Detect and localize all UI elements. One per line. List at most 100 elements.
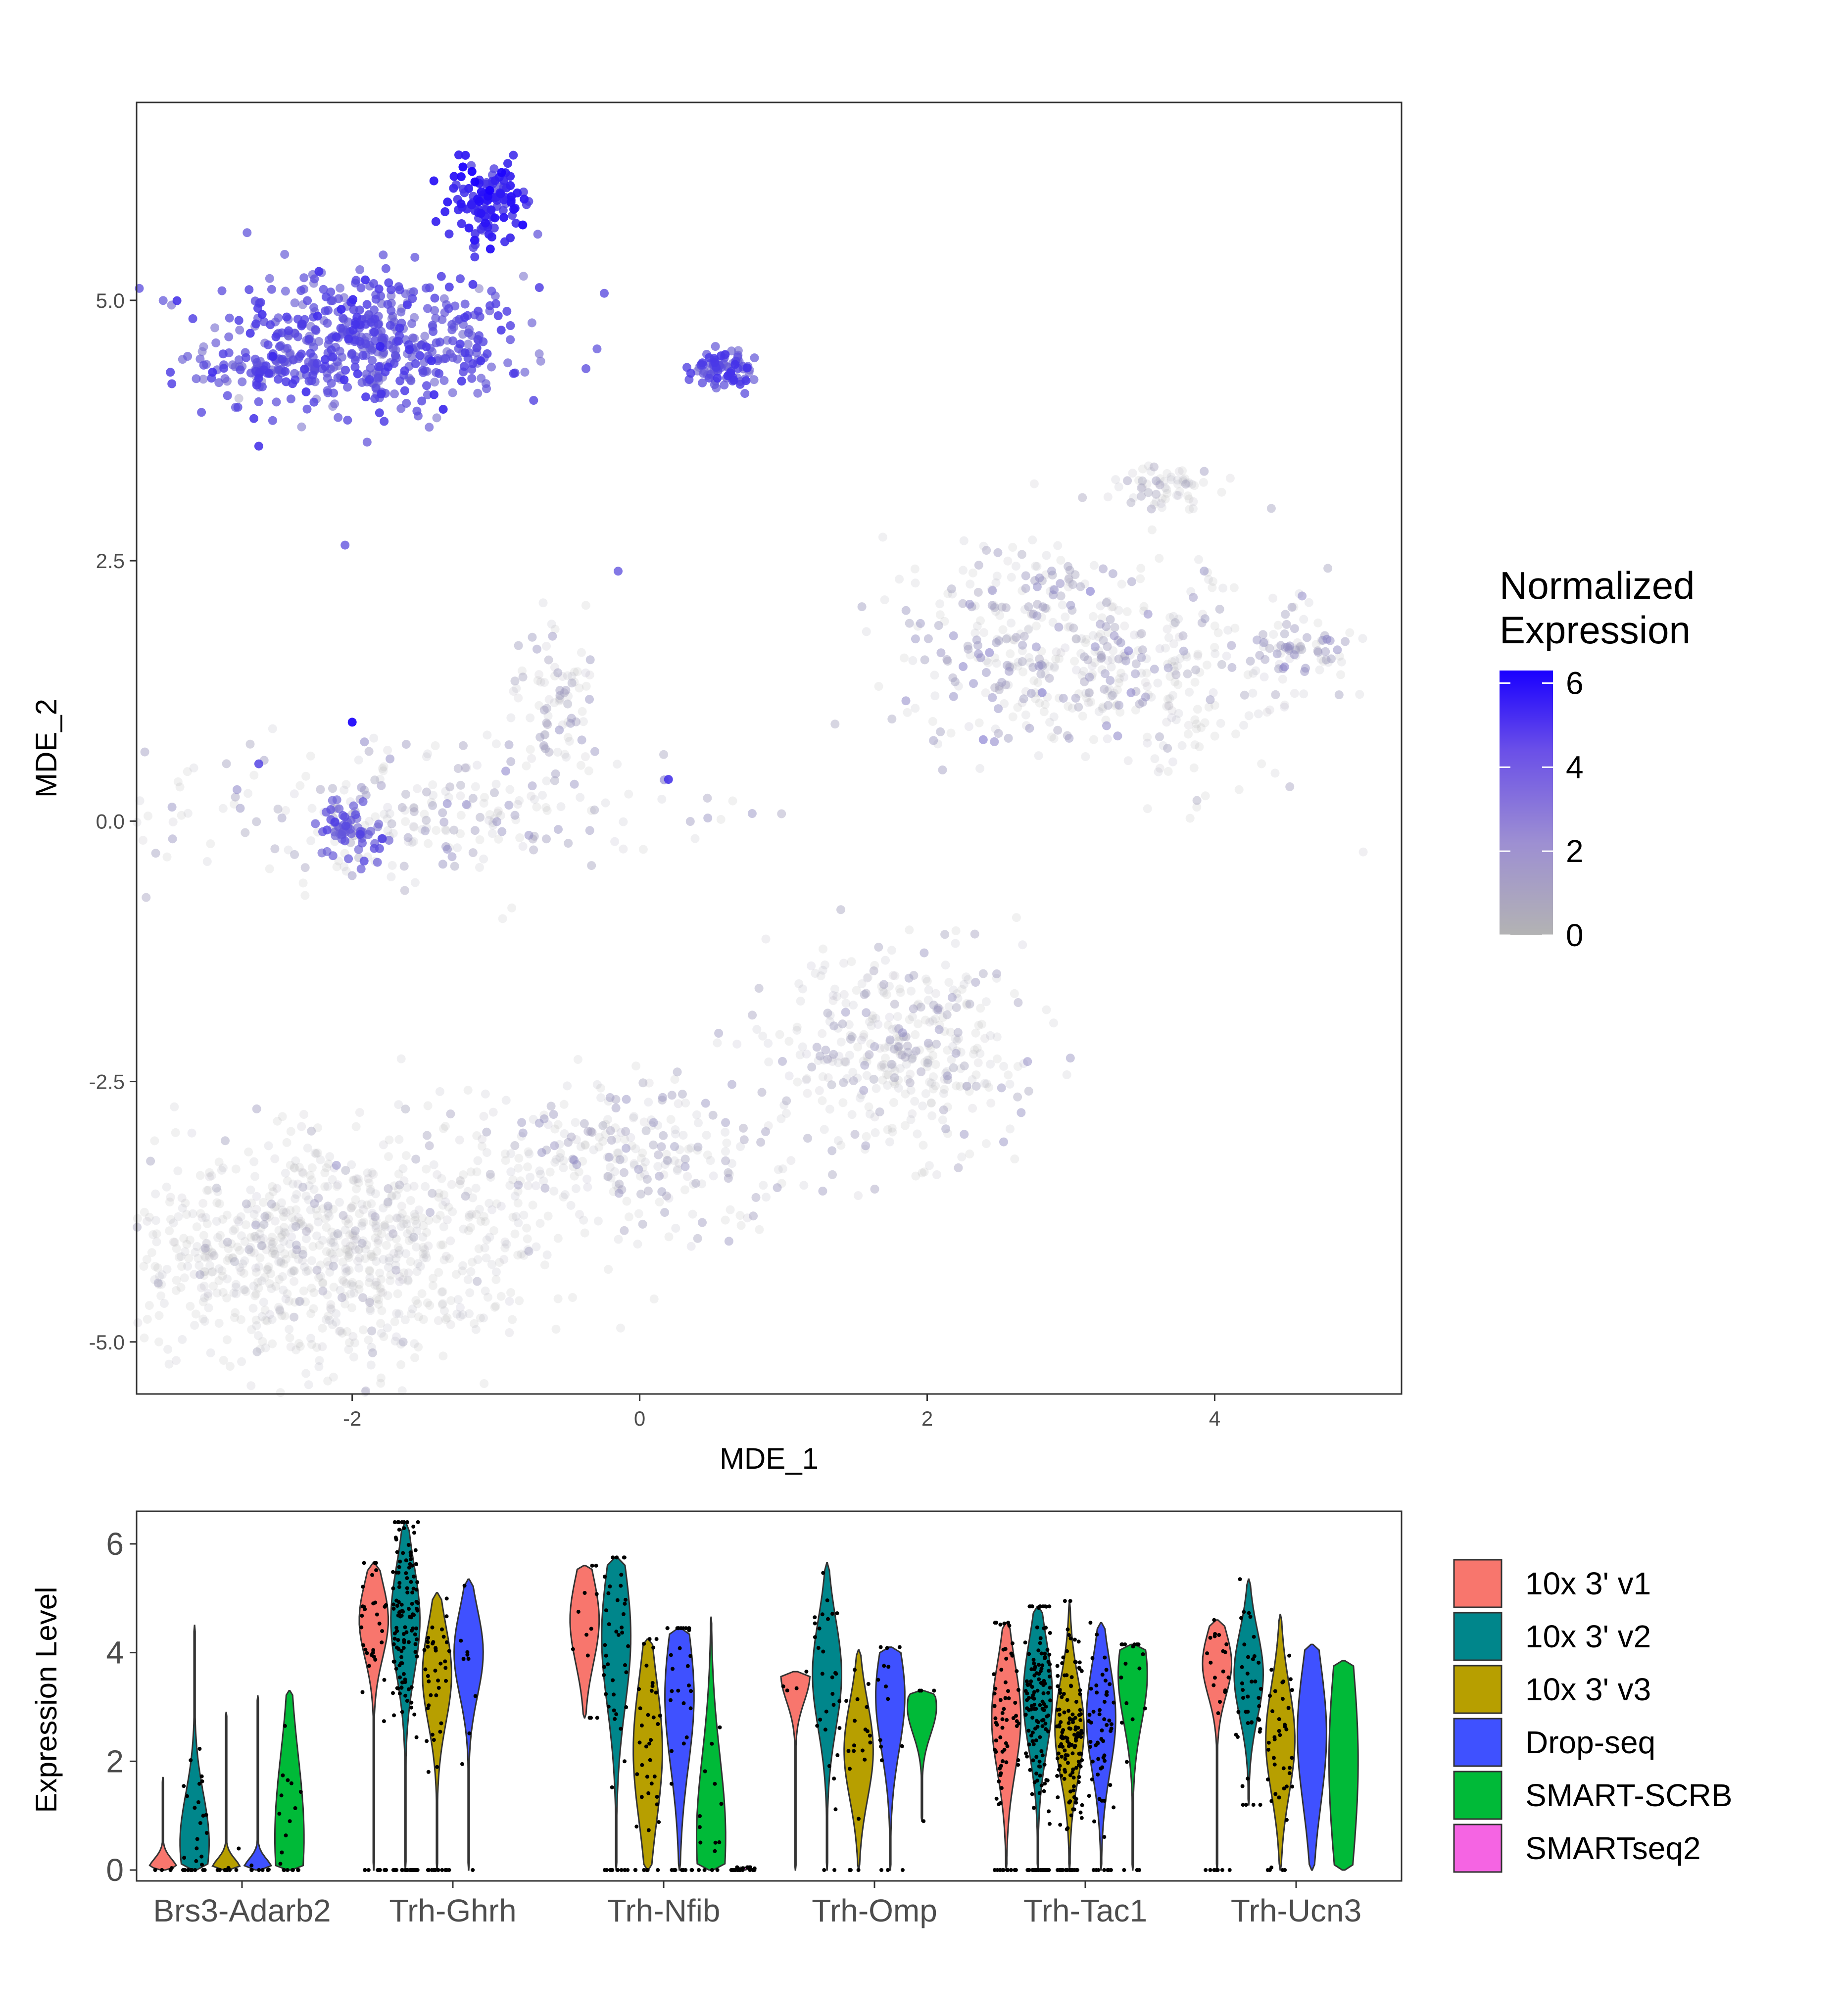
scatter-point — [373, 374, 383, 383]
violin-point — [1067, 1726, 1071, 1730]
scatter-point — [339, 1211, 348, 1220]
scatter-point — [332, 1317, 340, 1327]
scatter-point — [1114, 678, 1123, 687]
scatter-point — [441, 825, 450, 834]
scatter-point — [1165, 613, 1174, 622]
scatter-point — [374, 1236, 383, 1245]
scatter-point — [499, 1255, 509, 1264]
scatter-point — [670, 1156, 679, 1165]
scatter-point — [1066, 1054, 1075, 1063]
scatter-point — [506, 757, 516, 767]
scatter-point — [391, 1253, 401, 1263]
violin-point — [1209, 1660, 1213, 1665]
scatter-point — [409, 807, 419, 816]
scatter-point — [438, 1351, 448, 1361]
scatter-point — [302, 1227, 311, 1236]
scatter-point — [997, 677, 1007, 687]
scatter-point — [176, 1252, 186, 1261]
scatter-point — [341, 1216, 350, 1225]
scatter-point — [502, 1240, 511, 1249]
scatter-point — [387, 872, 396, 881]
violin-point — [669, 1698, 673, 1702]
violin-point — [462, 1584, 467, 1588]
scatter-point — [908, 656, 918, 665]
scatter-point — [638, 1148, 647, 1157]
scatter-point — [482, 384, 491, 393]
violin-point — [1030, 1739, 1035, 1743]
scatter-point — [425, 1141, 434, 1151]
violin-point — [605, 1868, 609, 1872]
scatter-point — [328, 1249, 337, 1259]
scatter-point — [918, 1102, 927, 1110]
scatter-point — [174, 1252, 184, 1262]
violin-point — [391, 1606, 396, 1611]
violin-point — [623, 1759, 627, 1764]
scatter-point — [490, 213, 499, 223]
scatter-point — [479, 1111, 488, 1121]
legend-title-line1: Normalized — [1500, 564, 1695, 607]
scatter-point — [689, 1180, 698, 1189]
violin-point — [639, 1795, 644, 1799]
scatter-point — [402, 399, 411, 408]
scatter-point — [321, 1214, 330, 1224]
scatter-point — [238, 1259, 247, 1269]
scatter-point — [470, 1319, 479, 1328]
violin-point — [293, 1806, 297, 1810]
scatter-point — [534, 701, 544, 710]
scatter-point — [277, 1311, 287, 1320]
scatter-point — [301, 1192, 311, 1200]
scatter-point — [321, 355, 330, 364]
scatter-point — [942, 655, 952, 664]
scatter-point — [369, 1217, 378, 1227]
scatter-point — [249, 414, 258, 423]
scatter-point — [1018, 940, 1027, 950]
scatter-point — [412, 406, 422, 416]
scatter-point — [1195, 742, 1204, 752]
violin-point — [444, 1614, 449, 1619]
scatter-point — [487, 1260, 496, 1269]
scatter-point — [862, 627, 871, 636]
scatter-point — [1179, 646, 1188, 656]
violin-point — [610, 1868, 615, 1872]
scatter-point — [210, 323, 220, 333]
scatter-point — [847, 1110, 857, 1119]
scatter-point — [291, 1194, 300, 1203]
violin-point — [1240, 1681, 1244, 1685]
scatter-point — [931, 1081, 940, 1091]
scatter-point — [533, 644, 541, 654]
scatter-point — [178, 1335, 187, 1344]
scatter-point — [207, 1171, 216, 1181]
scatter-point — [832, 992, 841, 1001]
scatter-point — [1164, 701, 1173, 711]
scatter-point — [183, 1261, 193, 1271]
violin-point — [698, 1814, 702, 1818]
violin-point — [654, 1690, 658, 1695]
scatter-point — [271, 332, 281, 341]
scatter-point — [776, 1114, 786, 1123]
violin-point — [1029, 1604, 1033, 1609]
violin-point — [1241, 1803, 1245, 1807]
scatter-point — [410, 1339, 419, 1348]
scatter-point — [554, 825, 563, 834]
scatter-point — [419, 1221, 428, 1230]
scatter-point — [320, 1182, 330, 1192]
scatter-point — [522, 761, 531, 770]
scatter-point — [172, 1276, 181, 1285]
violin-point — [403, 1693, 408, 1698]
scatter-point — [549, 1187, 559, 1196]
scatter-point — [1123, 756, 1133, 766]
scatter-point — [1064, 582, 1073, 592]
violin-point — [1269, 1799, 1274, 1803]
violin-point — [994, 1721, 998, 1725]
scatter-point — [694, 1118, 703, 1128]
violin-point — [426, 1635, 431, 1640]
scatter-point — [1311, 639, 1321, 649]
scatter-point — [348, 1229, 358, 1238]
scatter-point — [1013, 1062, 1022, 1071]
scatter-point — [877, 982, 886, 991]
scatter-point — [246, 1185, 255, 1195]
violin-point — [644, 1744, 648, 1749]
scatter-point — [605, 1162, 615, 1172]
scatter-point — [541, 803, 551, 812]
scatter-point — [1045, 718, 1055, 727]
